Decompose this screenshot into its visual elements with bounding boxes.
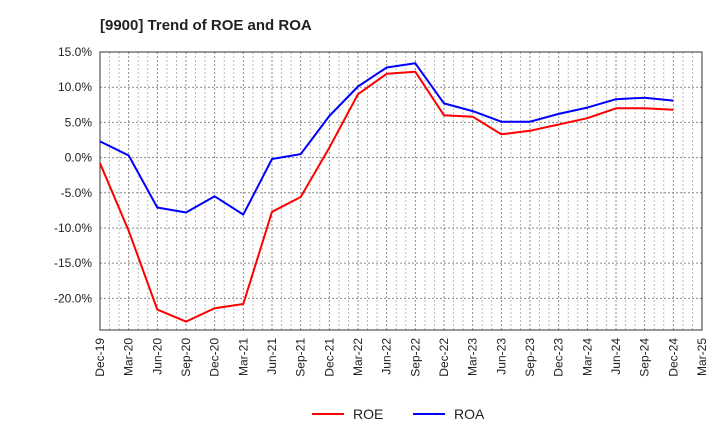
legend-label-roa: ROA: [454, 406, 485, 422]
x-tick-label: Dec-23: [552, 338, 566, 377]
x-tick-label: Dec-19: [93, 338, 107, 377]
plot-border: [99, 51, 703, 331]
legend: ROE ROA: [312, 406, 485, 422]
x-tick-label: Sep-20: [179, 338, 193, 377]
x-tick-label: Dec-21: [322, 338, 336, 377]
x-tick-label: Jun-24: [609, 338, 623, 375]
x-tick-label: Jun-22: [380, 338, 394, 375]
y-tick-label: 5.0%: [65, 115, 93, 129]
x-tick-label: Mar-25: [695, 338, 709, 376]
y-tick-label: -20.0%: [54, 291, 92, 305]
x-tick-label: Jun-21: [265, 338, 279, 375]
plot-background: [100, 52, 702, 330]
x-tick-label: Mar-20: [122, 338, 136, 376]
y-tick-label: 10.0%: [58, 80, 92, 94]
series-line-roa: [99, 62, 674, 216]
series-line-roe: [99, 70, 674, 323]
x-tick-label: Sep-22: [408, 338, 422, 377]
x-tick-label: Jun-20: [150, 338, 164, 375]
x-tick-label: Mar-24: [580, 338, 594, 376]
x-tick-label: Mar-22: [351, 338, 365, 376]
y-tick-label: -5.0%: [61, 186, 93, 200]
y-tick-label: 0.0%: [65, 151, 93, 165]
x-tick-label: Jun-23: [494, 338, 508, 375]
legend-label-roe: ROE: [353, 406, 383, 422]
plot-area: 15.0% 10.0% 5.0% 0.0% -5.0% -10.0% -15.0% -20.0…: [54, 45, 709, 377]
chart-title: [9900] Trend of ROE and ROA: [100, 17, 312, 34]
x-tick-label: Sep-23: [523, 338, 537, 377]
y-tick-label: 15.0%: [58, 45, 92, 59]
y-tick-label: -15.0%: [54, 256, 92, 270]
y-tick-label: -10.0%: [54, 221, 92, 235]
x-tick-label: Dec-24: [666, 338, 680, 377]
x-tick-label: Mar-21: [236, 338, 250, 376]
x-tick-label: Sep-24: [638, 338, 652, 377]
x-tick-label: Dec-22: [437, 338, 451, 377]
x-tick-label: Mar-23: [466, 338, 480, 376]
x-tick-label: Sep-21: [294, 338, 308, 377]
x-tick-label: Dec-20: [208, 338, 222, 377]
